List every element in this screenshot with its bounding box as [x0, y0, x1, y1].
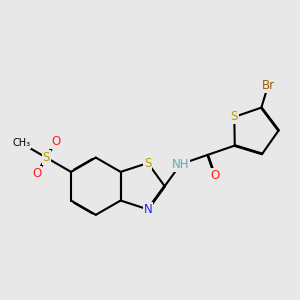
Text: Br: Br	[262, 79, 275, 92]
Text: O: O	[32, 167, 41, 180]
Text: O: O	[210, 169, 219, 182]
Text: NH: NH	[172, 158, 189, 171]
Text: S: S	[43, 151, 50, 164]
Text: S: S	[231, 110, 238, 123]
Text: O: O	[51, 135, 60, 148]
Text: N: N	[143, 203, 152, 216]
Text: S: S	[144, 157, 152, 169]
Text: CH₃: CH₃	[12, 138, 31, 148]
